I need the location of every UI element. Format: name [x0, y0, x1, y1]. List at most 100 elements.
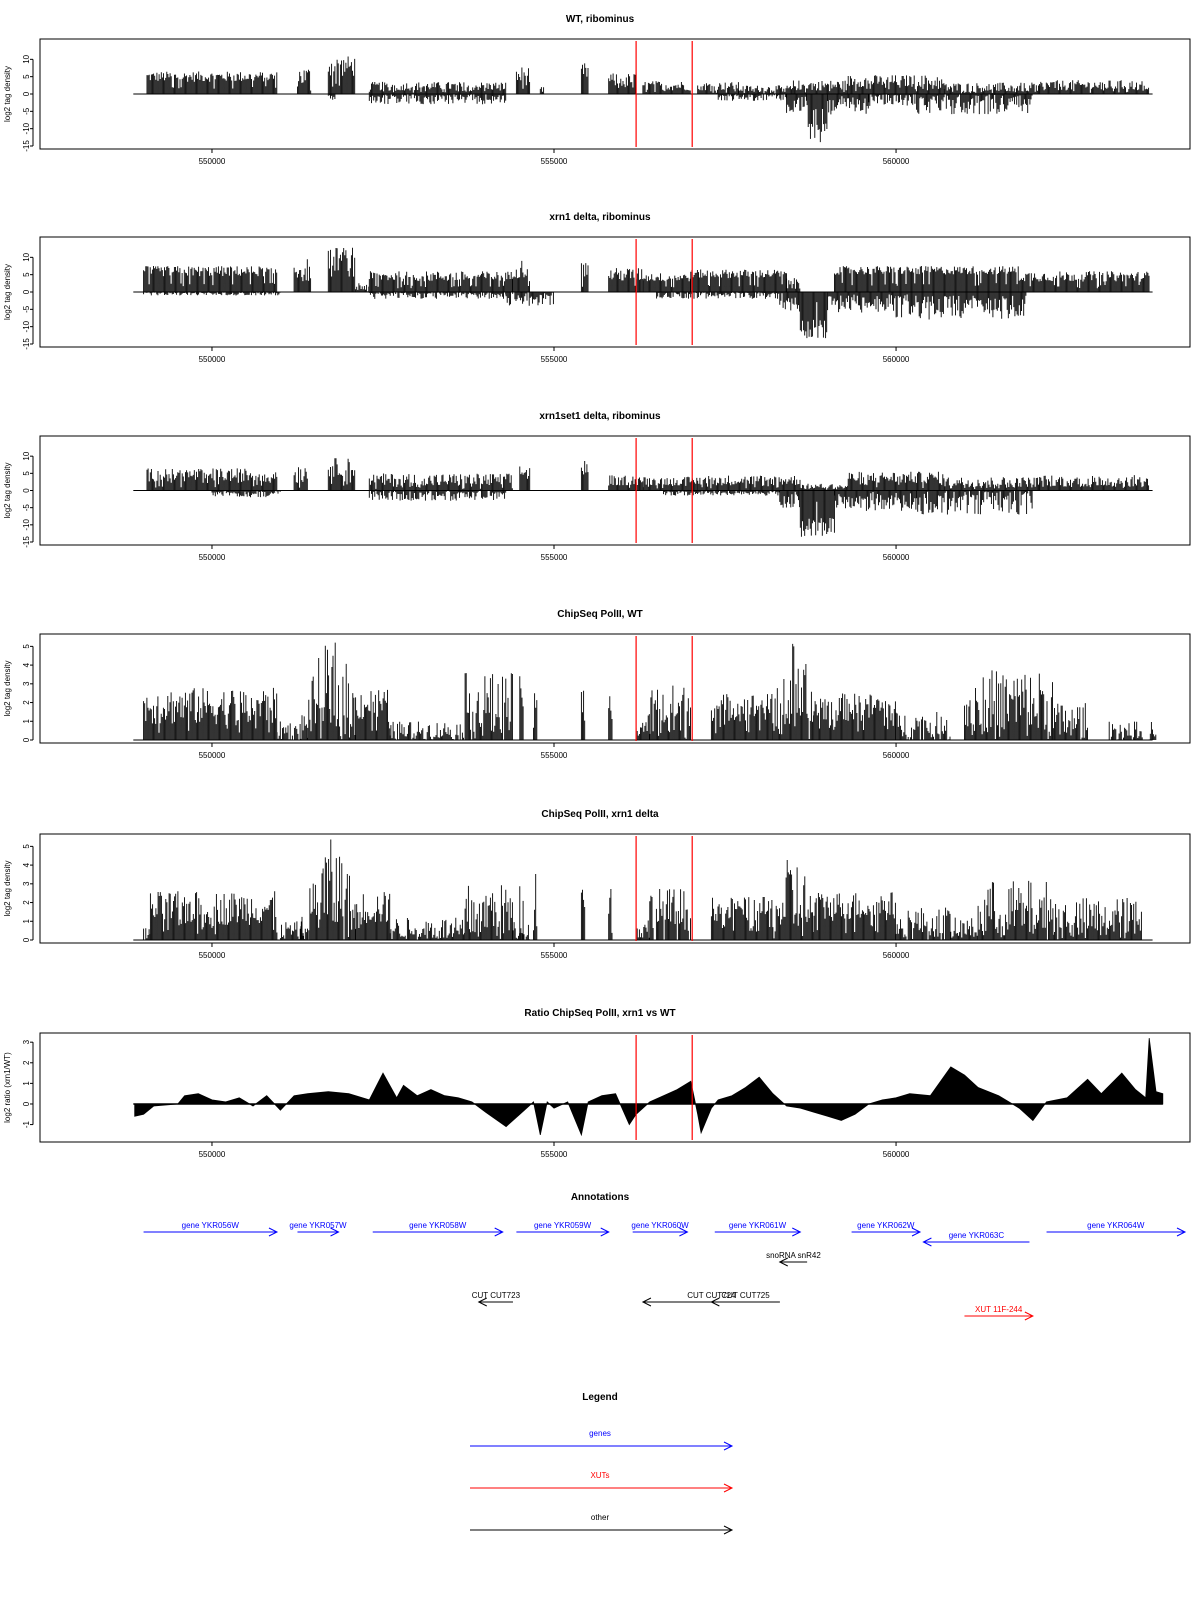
annotation-arrow-head [494, 1227, 504, 1237]
y-tick-label: 5 [22, 471, 31, 476]
plot-frame [39, 38, 1191, 150]
y-tick-label: -1 [22, 1120, 31, 1128]
signal-bars [608, 696, 613, 740]
plus-strand-bars [738, 85, 794, 94]
y-tick-label: 2 [22, 900, 31, 905]
data-series [133, 56, 1153, 143]
legend-label: XUTs [590, 1471, 609, 1480]
signal-bars [464, 673, 513, 740]
plus-strand-bars [355, 283, 370, 292]
signal-bars [895, 712, 951, 740]
signal-bars [464, 885, 513, 940]
y-tick-label: 5 [22, 844, 31, 849]
y-tick-label: -10 [22, 320, 31, 332]
signal-bars [895, 907, 951, 940]
annotation-label: gene YKR062W [857, 1221, 915, 1230]
signal-bars [1107, 721, 1143, 740]
x-tick-label: 560000 [883, 751, 910, 760]
minus-strand-bars [717, 94, 787, 101]
annotation-label: gene YKR063C [949, 1231, 1005, 1240]
x-tick-label: 550000 [199, 951, 226, 960]
signal-bars [813, 892, 896, 940]
x-axis: 550000 555000 560000 [199, 1142, 910, 1159]
y-tick-label: 5 [22, 272, 31, 277]
x-tick-label: 555000 [541, 157, 568, 166]
y-tick-label: 2 [22, 700, 31, 705]
minus-strand-bars [799, 292, 828, 339]
minus-strand-bars [656, 292, 780, 299]
minus-strand-bars [868, 94, 917, 106]
minus-strand-bars [779, 292, 801, 312]
minus-strand-bars [827, 94, 869, 115]
y-axis-label: log2 tag density [3, 264, 12, 320]
annotation-arrow-head [268, 1227, 279, 1237]
signal-bars [149, 891, 278, 940]
plus-strand-bars [697, 475, 801, 491]
plus-strand-bars [847, 75, 945, 94]
panel-title: xrn1 delta, ribominus [549, 212, 651, 223]
x-tick-label: 555000 [541, 1150, 568, 1159]
minus-strand-bars [211, 490, 281, 498]
y-tick-label: 0 [22, 488, 31, 493]
x-tick-label: 560000 [883, 355, 910, 364]
plus-strand-bars [608, 475, 644, 491]
y-tick-label: -15 [22, 338, 31, 350]
plus-strand-bars [799, 483, 849, 491]
plus-strand-bars [642, 273, 691, 292]
annotation-label: snoRNA snR42 [766, 1251, 821, 1260]
y-tick-label: -10 [22, 519, 31, 531]
annotation-gene-ykr057w: gene YKR057W [289, 1221, 347, 1237]
annotation-label: CUT CUT724 [687, 1291, 736, 1300]
x-tick-label: 555000 [541, 553, 568, 562]
plus-strand-bars [515, 67, 531, 94]
signal-bars [710, 694, 773, 740]
plus-strand-bars [539, 87, 545, 94]
plus-strand-bars [580, 461, 589, 491]
signal-bars [143, 687, 278, 740]
x-tick-label: 560000 [883, 553, 910, 562]
annotation-arrow-head [679, 1227, 689, 1237]
signal-bars [950, 917, 978, 940]
plus-strand-bars [943, 477, 1041, 491]
x-axis: 550000 555000 560000 [199, 545, 910, 562]
signal-bars [977, 880, 1054, 940]
panel-title: ChipSeq PolII, xrn1 delta [541, 809, 659, 820]
legend-panel: Legend genes XUTs other [470, 1392, 734, 1535]
minus-strand-bars [368, 94, 507, 105]
plus-strand-bars [847, 471, 945, 491]
signal-bars [1052, 898, 1142, 940]
annotation-label: CUT CUT723 [472, 1291, 521, 1300]
x-axis: 550000 555000 560000 [199, 347, 910, 364]
annotation-snorna-snr42: snoRNA snR42 [766, 1251, 821, 1267]
plus-strand-bars [146, 71, 278, 94]
minus-strand-bars [827, 292, 897, 313]
y-tick-label: -15 [22, 536, 31, 548]
panel-title: xrn1set1 delta, ribominus [539, 411, 661, 422]
x-tick-label: 555000 [541, 355, 568, 364]
minus-strand-bars [505, 292, 554, 306]
annotation-gene-ykr063c: gene YKR063C [922, 1231, 1030, 1247]
annotation-label: gene YKR058W [409, 1221, 467, 1230]
y-tick-label: 2 [22, 1060, 31, 1065]
y-tick-label: 4 [22, 862, 31, 867]
signal-bars [580, 690, 586, 740]
signal-bars [355, 892, 391, 940]
signal-bars [710, 897, 773, 940]
signal-bars [389, 917, 466, 940]
minus-strand-bars [368, 292, 507, 299]
minus-strand-bars [916, 490, 1033, 515]
signal-bars [533, 874, 538, 940]
plus-strand-bars [608, 268, 644, 292]
annotation-label: gene YKR056W [182, 1221, 240, 1230]
plot-frame [39, 236, 1191, 348]
signal-bars [519, 676, 524, 740]
annotation-arrow-head [778, 1257, 788, 1267]
minus-strand-bars [799, 490, 835, 537]
annotation-cut-cut723: CUT CUT723 [472, 1291, 521, 1307]
legend-arrow-head [723, 1525, 734, 1535]
signal-bars [649, 889, 691, 940]
signal-bars [307, 642, 356, 740]
plus-strand-bars [943, 82, 1041, 94]
x-axis: 550000 555000 560000 [199, 149, 910, 166]
plot-frame [39, 435, 1191, 546]
